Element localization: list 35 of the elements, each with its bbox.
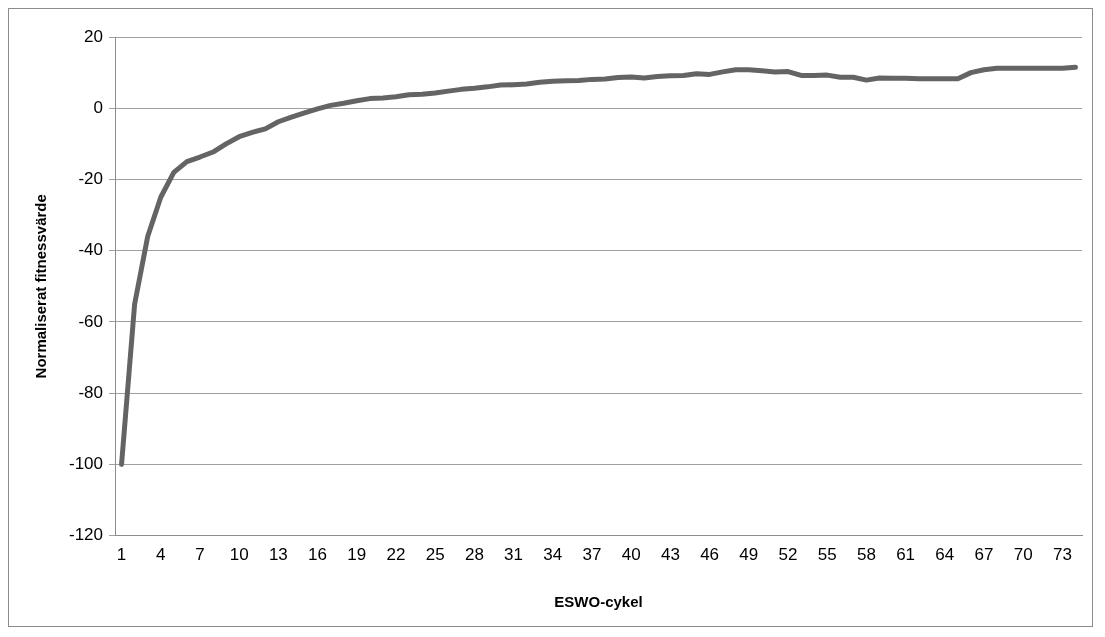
x-tick-label: 40 bbox=[621, 545, 641, 565]
x-tick-label: 49 bbox=[739, 545, 759, 565]
y-tick-label: -80 bbox=[78, 382, 104, 402]
x-tick-label: 61 bbox=[896, 545, 916, 565]
y-tick-label: 0 bbox=[93, 97, 104, 117]
x-tick-label: 73 bbox=[1052, 545, 1072, 565]
y-tick-label: -60 bbox=[78, 311, 104, 331]
x-tick-label: 37 bbox=[582, 545, 602, 565]
x-tick-label: 55 bbox=[817, 545, 837, 565]
x-tick-label: 22 bbox=[386, 545, 406, 565]
x-tick-label: 64 bbox=[935, 545, 955, 565]
x-tick-label: 7 bbox=[195, 545, 205, 565]
x-tick-label: 10 bbox=[229, 545, 249, 565]
y-tick-label: -20 bbox=[78, 169, 104, 189]
x-tick-label: 1 bbox=[116, 545, 127, 565]
x-tick-label: 4 bbox=[156, 545, 166, 565]
x-tick-label: 70 bbox=[1013, 545, 1033, 565]
x-tick-label: 19 bbox=[347, 545, 367, 565]
x-tick-label: 43 bbox=[660, 545, 680, 565]
y-tick-label: -100 bbox=[68, 454, 104, 474]
x-tick-label: 25 bbox=[425, 545, 445, 565]
x-axis-title: ESWO-cykel bbox=[554, 593, 643, 611]
x-tick-label: 31 bbox=[504, 545, 524, 565]
x-tick-label: 16 bbox=[308, 545, 328, 565]
x-tick-label: 46 bbox=[700, 545, 720, 565]
x-tick-label: 58 bbox=[856, 545, 876, 565]
x-tick-label: 34 bbox=[543, 545, 563, 565]
y-tick-label: -120 bbox=[68, 525, 104, 545]
x-tick-label: 67 bbox=[974, 545, 994, 565]
y-tick-label: 20 bbox=[84, 26, 104, 46]
y-axis-title: Normaliserat fitnessvärde bbox=[32, 194, 50, 379]
x-tick-label: 52 bbox=[778, 545, 798, 565]
y-tick-label: -40 bbox=[78, 240, 104, 260]
x-tick-label: 13 bbox=[268, 545, 288, 565]
x-tick-label: 28 bbox=[464, 545, 484, 565]
